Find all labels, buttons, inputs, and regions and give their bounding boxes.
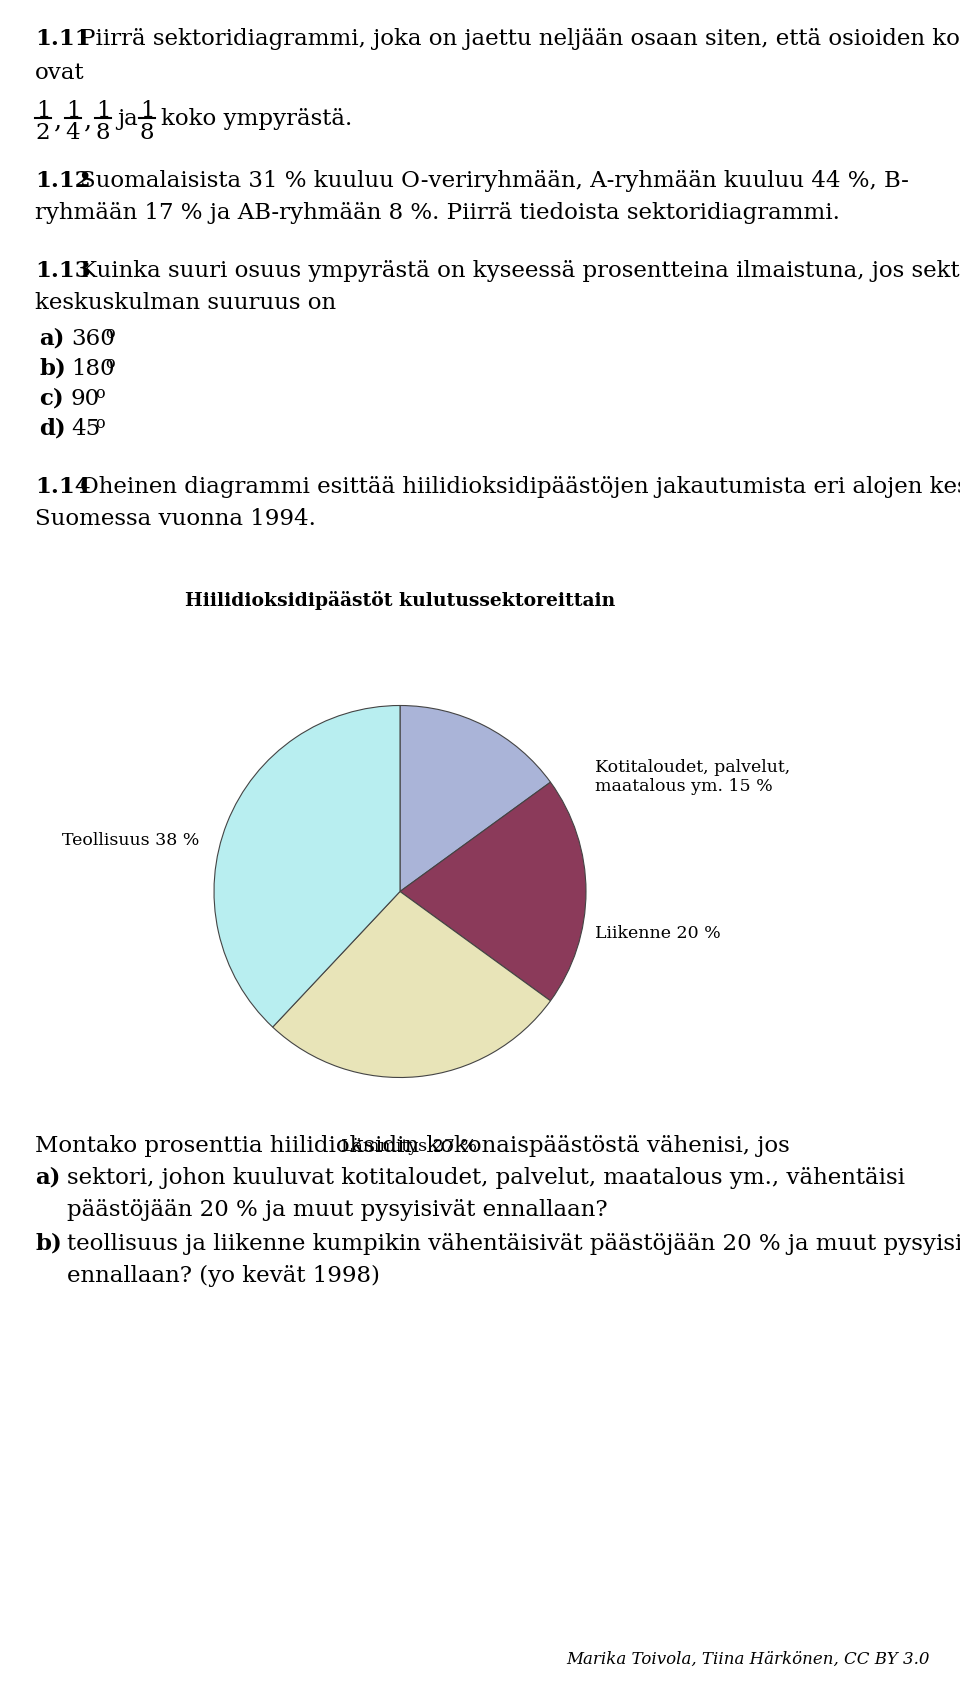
Text: Montako prosenttia hiilidioksidin kokonaispäästöstä vähenisi, jos: Montako prosenttia hiilidioksidin kokona… [35,1135,790,1157]
Text: päästöjään 20 % ja muut pysyisivät ennallaan?: päästöjään 20 % ja muut pysyisivät ennal… [67,1198,608,1219]
Text: Marika Toivola, Tiina Härkönen, CC BY 3.0: Marika Toivola, Tiina Härkönen, CC BY 3.… [566,1650,930,1667]
Text: 1.13: 1.13 [35,260,91,282]
Text: Teollisuus 38 %: Teollisuus 38 % [61,831,199,848]
Text: b): b) [39,358,65,380]
Text: o: o [95,385,105,402]
Text: 45: 45 [71,417,100,439]
Text: teollisuus ja liikenne kumpikin vähentäisivät päästöjään 20 % ja muut pysyisivät: teollisuus ja liikenne kumpikin vähentäi… [67,1233,960,1255]
Wedge shape [400,706,550,892]
Text: 90: 90 [71,388,100,410]
Text: 360: 360 [71,328,115,350]
Text: 2: 2 [36,122,50,144]
Text: c): c) [39,388,63,410]
Text: 1: 1 [96,100,110,122]
Text: 1: 1 [36,100,50,122]
Text: 1.12: 1.12 [35,171,90,193]
Text: 8: 8 [96,122,110,144]
Text: Kotitaloudet, palvelut,
maatalous ym. 15 %: Kotitaloudet, palvelut, maatalous ym. 15… [595,758,790,796]
Text: Kuinka suuri osuus ympyrästä on kyseessä prosentteina ilmaistuna, jos sektorin: Kuinka suuri osuus ympyrästä on kyseessä… [80,260,960,282]
Wedge shape [273,892,550,1078]
Text: 1: 1 [65,100,81,122]
Text: Suomalaisista 31 % kuuluu O-veriryhmään, A-ryhmään kuuluu 44 %, B-: Suomalaisista 31 % kuuluu O-veriryhmään,… [80,171,909,193]
Text: o: o [95,415,105,432]
Text: keskuskulman suuruus on: keskuskulman suuruus on [35,292,336,314]
Text: 1.14: 1.14 [35,476,90,498]
Title: Hiilidioksidipäästöt kulutussektoreittain: Hiilidioksidipäästöt kulutussektoreittai… [185,591,615,610]
Text: 4: 4 [65,122,81,144]
Text: 1: 1 [140,100,155,122]
Text: a): a) [35,1167,60,1189]
Text: Piirrä sektoridiagrammi, joka on jaettu neljään osaan siten, että osioiden koot: Piirrä sektoridiagrammi, joka on jaettu … [80,29,960,51]
Text: 180: 180 [71,358,114,380]
Text: 1.11: 1.11 [35,29,90,51]
Text: o: o [105,355,114,372]
Text: ovat: ovat [35,62,84,84]
Text: 8: 8 [140,122,155,144]
Text: Lämmitys 27 %: Lämmitys 27 % [342,1137,477,1154]
Text: koko ympyrästä.: koko ympyrästä. [161,108,352,130]
Text: b): b) [35,1233,61,1255]
Text: sektori, johon kuuluvat kotitaloudet, palvelut, maatalous ym., vähentäisi: sektori, johon kuuluvat kotitaloudet, pa… [67,1167,905,1189]
Text: d): d) [39,417,65,439]
Text: Suomessa vuonna 1994.: Suomessa vuonna 1994. [35,508,316,530]
Text: a): a) [39,328,64,350]
Text: ennallaan? (yo kevät 1998): ennallaan? (yo kevät 1998) [67,1265,380,1287]
Text: ,: , [83,108,91,133]
Wedge shape [214,706,400,1027]
Text: ryhmään 17 % ja AB-ryhmään 8 %. Piirrä tiedoista sektoridiagrammi.: ryhmään 17 % ja AB-ryhmään 8 %. Piirrä t… [35,203,840,225]
Wedge shape [400,782,586,1002]
Text: ja: ja [117,108,137,130]
Text: ,: , [53,108,61,133]
Text: Liikenne 20 %: Liikenne 20 % [595,924,721,941]
Text: o: o [105,324,114,341]
Text: Oheinen diagrammi esittää hiilidioksidipäästöjen jakautumista eri alojen kesken: Oheinen diagrammi esittää hiilidioksidip… [80,476,960,498]
